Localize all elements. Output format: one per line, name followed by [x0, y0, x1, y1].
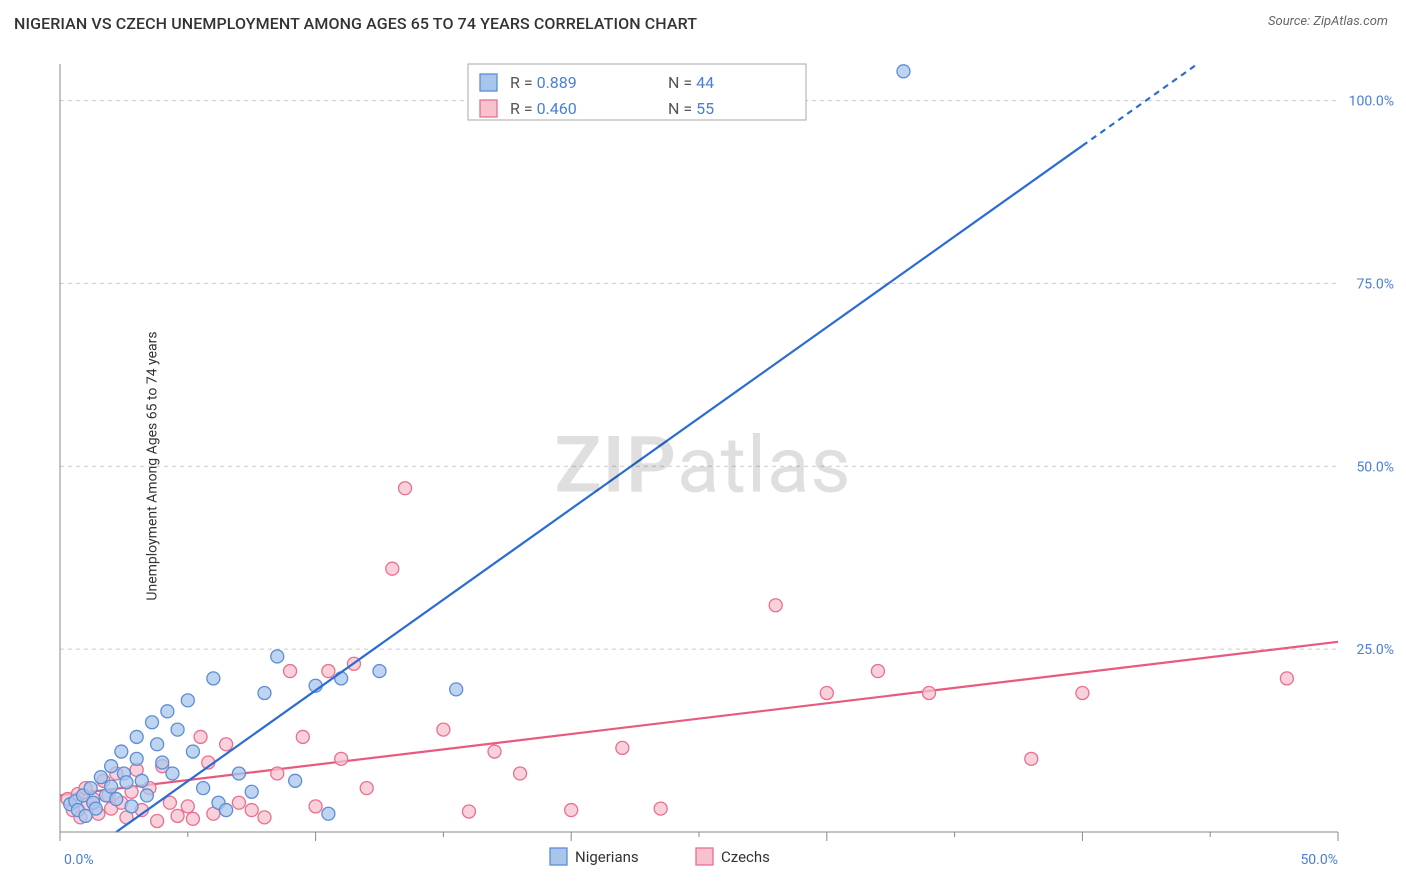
x-tick-label: 0.0%	[64, 852, 94, 868]
x-tick-label: 50.0%	[1300, 852, 1338, 868]
data-point	[616, 741, 629, 754]
data-point	[258, 687, 271, 700]
data-point	[1280, 672, 1293, 685]
data-point	[462, 805, 475, 818]
data-point	[105, 760, 118, 773]
trend-line-nigerians-dashed	[1082, 64, 1197, 146]
data-point	[271, 650, 284, 663]
legend-swatch	[480, 74, 497, 91]
data-point	[166, 767, 179, 780]
data-point	[360, 782, 373, 795]
data-point	[437, 723, 450, 736]
data-point	[89, 802, 102, 815]
data-point	[289, 774, 302, 787]
data-point	[156, 756, 169, 769]
data-point	[897, 65, 910, 78]
data-point	[186, 812, 199, 825]
data-point	[514, 767, 527, 780]
data-point	[186, 745, 199, 758]
data-point	[130, 730, 143, 743]
data-point	[258, 811, 271, 824]
data-point	[245, 785, 258, 798]
y-tick-label: 100.0%	[1349, 94, 1394, 110]
bottom-legend-swatch	[696, 848, 713, 865]
data-point	[171, 809, 184, 822]
trend-line-nigerians	[116, 146, 1082, 832]
data-point	[565, 804, 578, 817]
data-point	[194, 730, 207, 743]
data-point	[322, 807, 335, 820]
data-point	[296, 730, 309, 743]
data-point	[110, 793, 123, 806]
source-label: Source: ZipAtlas.com	[1268, 14, 1388, 29]
data-point	[769, 599, 782, 612]
data-point	[232, 767, 245, 780]
chart-title: NIGERIAN VS CZECH UNEMPLOYMENT AMONG AGE…	[14, 14, 697, 33]
data-point	[140, 789, 153, 802]
data-point	[322, 665, 335, 678]
y-tick-label: 25.0%	[1356, 642, 1394, 658]
data-point	[245, 804, 258, 817]
data-point	[125, 800, 138, 813]
data-point	[399, 482, 412, 495]
data-point	[1025, 752, 1038, 765]
y-tick-label: 75.0%	[1356, 276, 1394, 292]
data-point	[105, 780, 118, 793]
data-point	[335, 752, 348, 765]
data-point	[207, 672, 220, 685]
data-point	[171, 723, 184, 736]
data-point	[871, 665, 884, 678]
data-point	[450, 683, 463, 696]
scatter-chart: 25.0%50.0%75.0%100.0%0.0%50.0%R = 0.889N…	[10, 50, 1396, 882]
data-point	[820, 687, 833, 700]
data-point	[232, 796, 245, 809]
data-point	[181, 694, 194, 707]
data-point	[94, 771, 107, 784]
chart-area: Unemployment Among Ages 65 to 74 years Z…	[10, 50, 1396, 882]
data-point	[151, 815, 164, 828]
data-point	[220, 804, 233, 817]
data-point	[161, 705, 174, 718]
data-point	[115, 745, 128, 758]
data-point	[220, 738, 233, 751]
data-point	[271, 767, 284, 780]
data-point	[284, 665, 297, 678]
data-point	[373, 665, 386, 678]
data-point	[146, 716, 159, 729]
data-point	[309, 800, 322, 813]
trend-line-czechs	[60, 642, 1338, 796]
data-point	[335, 672, 348, 685]
data-point	[1076, 687, 1089, 700]
data-point	[130, 752, 143, 765]
y-axis-label: Unemployment Among Ages 65 to 74 years	[145, 331, 161, 600]
bottom-legend-swatch	[550, 848, 567, 865]
data-point	[197, 782, 210, 795]
bottom-legend-label: Czechs	[721, 848, 770, 866]
data-point	[151, 738, 164, 751]
data-point	[84, 782, 97, 795]
y-tick-label: 50.0%	[1356, 459, 1394, 475]
data-point	[135, 774, 148, 787]
data-point	[654, 802, 667, 815]
legend-swatch	[480, 100, 497, 117]
data-point	[488, 745, 501, 758]
data-point	[923, 687, 936, 700]
data-point	[120, 776, 133, 789]
data-point	[181, 800, 194, 813]
chart-header: NIGERIAN VS CZECH UNEMPLOYMENT AMONG AGE…	[0, 0, 1406, 50]
data-point	[386, 562, 399, 575]
bottom-legend-label: Nigerians	[575, 848, 639, 866]
